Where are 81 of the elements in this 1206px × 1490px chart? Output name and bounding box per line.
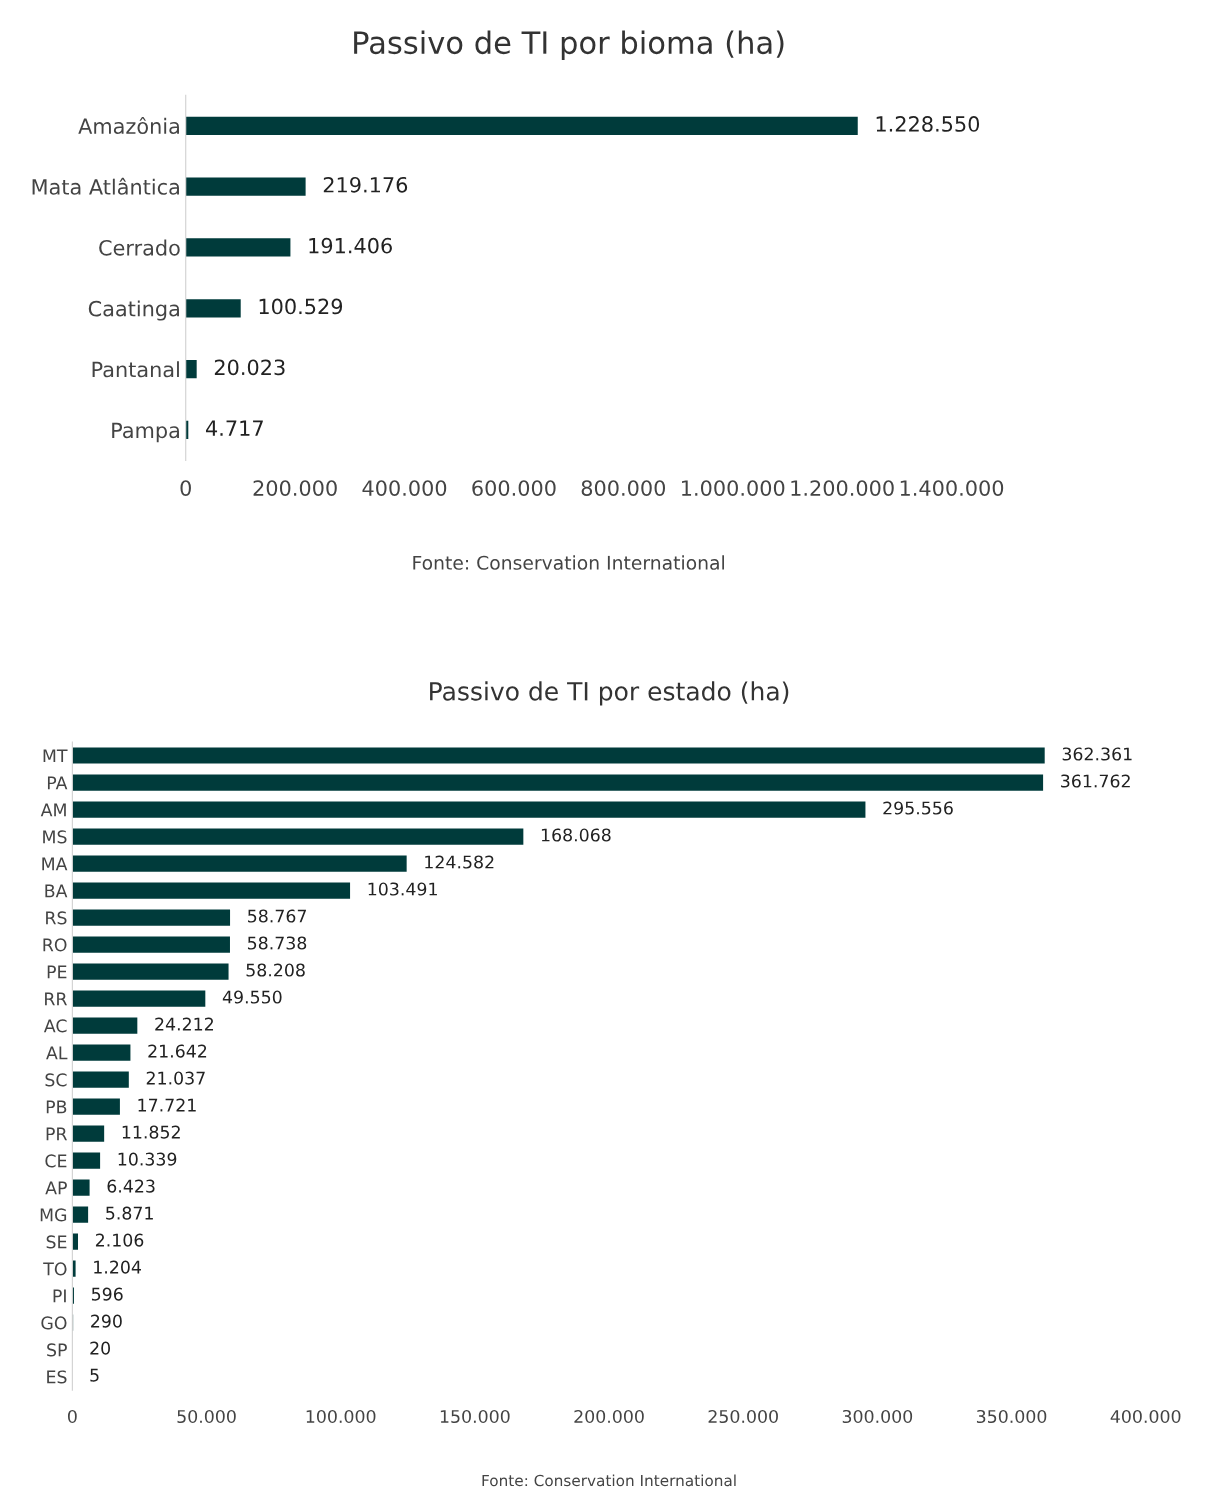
x-tick-label: 350.000 xyxy=(976,1409,1047,1424)
y-tick-label: RR xyxy=(45,992,67,1006)
y-tick-label: TO xyxy=(43,1262,67,1276)
data-label: 49.550 xyxy=(222,990,282,1004)
data-label: 11.852 xyxy=(122,1125,180,1139)
data-label: 168.068 xyxy=(541,828,611,842)
data-label: 596 xyxy=(91,1287,123,1301)
data-label: 362.361 xyxy=(1062,747,1132,761)
data-label: 21.642 xyxy=(148,1044,207,1058)
y-tick-label: AM xyxy=(40,803,66,817)
x-tick-label: 600.000 xyxy=(472,480,556,496)
y-tick-label: MA xyxy=(42,857,68,871)
x-tick-label: 150.000 xyxy=(440,1409,510,1424)
data-label: 124.582 xyxy=(425,855,494,869)
data-label: 24.212 xyxy=(155,1017,213,1031)
chart-title: Passivo de TI por bioma (ha) xyxy=(354,30,784,61)
x-tick-label: 1.000.000 xyxy=(682,480,785,496)
x-tick-label: 300.000 xyxy=(842,1409,913,1424)
y-tick-label: GO xyxy=(41,1316,67,1330)
x-tick-label: 1.400.000 xyxy=(900,480,1004,496)
y-tick-label: Mata Atlântica xyxy=(32,177,179,195)
x-tick-label: 0 xyxy=(180,480,191,496)
x-tick-label: 400.000 xyxy=(1110,1409,1181,1424)
data-label: 6.423 xyxy=(107,1179,155,1193)
y-tick-label: ES xyxy=(47,1370,67,1384)
y-tick-label: MG xyxy=(40,1208,67,1222)
y-tick-label: AP xyxy=(45,1181,67,1195)
y-tick-label: Amazônia xyxy=(78,117,179,134)
data-label: 191.406 xyxy=(309,237,392,254)
data-label: 1.228.550 xyxy=(876,116,980,132)
x-tick-label: 800.000 xyxy=(581,480,666,496)
data-label: 21.037 xyxy=(146,1071,205,1085)
y-tick-label: PA xyxy=(47,776,68,790)
data-label: 100.529 xyxy=(259,298,343,315)
data-label: 58.208 xyxy=(246,963,305,977)
y-tick-label: PR xyxy=(46,1127,67,1141)
y-tick-label: RS xyxy=(46,911,67,925)
source-note: Fonte: Conservation International xyxy=(413,555,724,570)
y-tick-label: MT xyxy=(43,749,68,763)
y-tick-label: AC xyxy=(43,1019,67,1033)
y-tick-label: Pampa xyxy=(112,422,179,443)
x-tick-label: 200.000 xyxy=(574,1409,644,1424)
y-tick-label: PI xyxy=(53,1289,66,1303)
y-tick-label: RO xyxy=(43,938,67,952)
data-label: 5.871 xyxy=(106,1206,153,1220)
data-label: 58.767 xyxy=(248,909,306,923)
y-tick-label: MS xyxy=(43,830,67,844)
data-label: 20.023 xyxy=(214,359,285,376)
source-note: Fonte: Conservation International xyxy=(482,1474,736,1487)
x-tick-label: 250.000 xyxy=(708,1409,778,1424)
y-tick-label: SP xyxy=(47,1343,67,1357)
y-tick-label: BA xyxy=(45,884,68,898)
data-label: 5 xyxy=(90,1368,99,1382)
data-label: 10.339 xyxy=(118,1152,177,1166)
y-tick-label: SC xyxy=(45,1073,67,1087)
x-tick-label: 50.000 xyxy=(177,1409,236,1424)
y-tick-label: Pantanal xyxy=(92,361,179,378)
data-label: 58.738 xyxy=(247,936,307,950)
y-tick-label: CE xyxy=(45,1154,67,1168)
y-tick-label: Caatinga xyxy=(88,300,179,321)
chart-title: Passivo de TI por estado (ha) xyxy=(430,681,789,706)
data-label: 361.762 xyxy=(1061,774,1130,788)
x-tick-label: 200.000 xyxy=(253,480,337,496)
y-tick-label: SE xyxy=(46,1235,67,1249)
data-label: 219.176 xyxy=(323,176,408,193)
data-label: 295.556 xyxy=(883,801,953,815)
x-tick-label: 100.000 xyxy=(306,1409,376,1424)
y-tick-label: Cerrado xyxy=(99,239,180,256)
y-tick-label: PE xyxy=(47,965,67,979)
data-label: 2.106 xyxy=(95,1233,144,1247)
x-tick-label: 1.200.000 xyxy=(791,480,894,496)
data-label: 103.491 xyxy=(368,882,437,896)
data-label: 290 xyxy=(91,1314,122,1328)
x-tick-label: 0 xyxy=(67,1409,77,1424)
x-tick-label: 400.000 xyxy=(362,480,447,496)
y-tick-label: AL xyxy=(46,1046,68,1060)
data-label: 4.717 xyxy=(205,420,263,436)
data-label: 1.204 xyxy=(94,1260,141,1274)
data-label: 17.721 xyxy=(138,1098,196,1112)
data-label: 20 xyxy=(90,1341,111,1355)
y-tick-label: PB xyxy=(46,1100,67,1114)
